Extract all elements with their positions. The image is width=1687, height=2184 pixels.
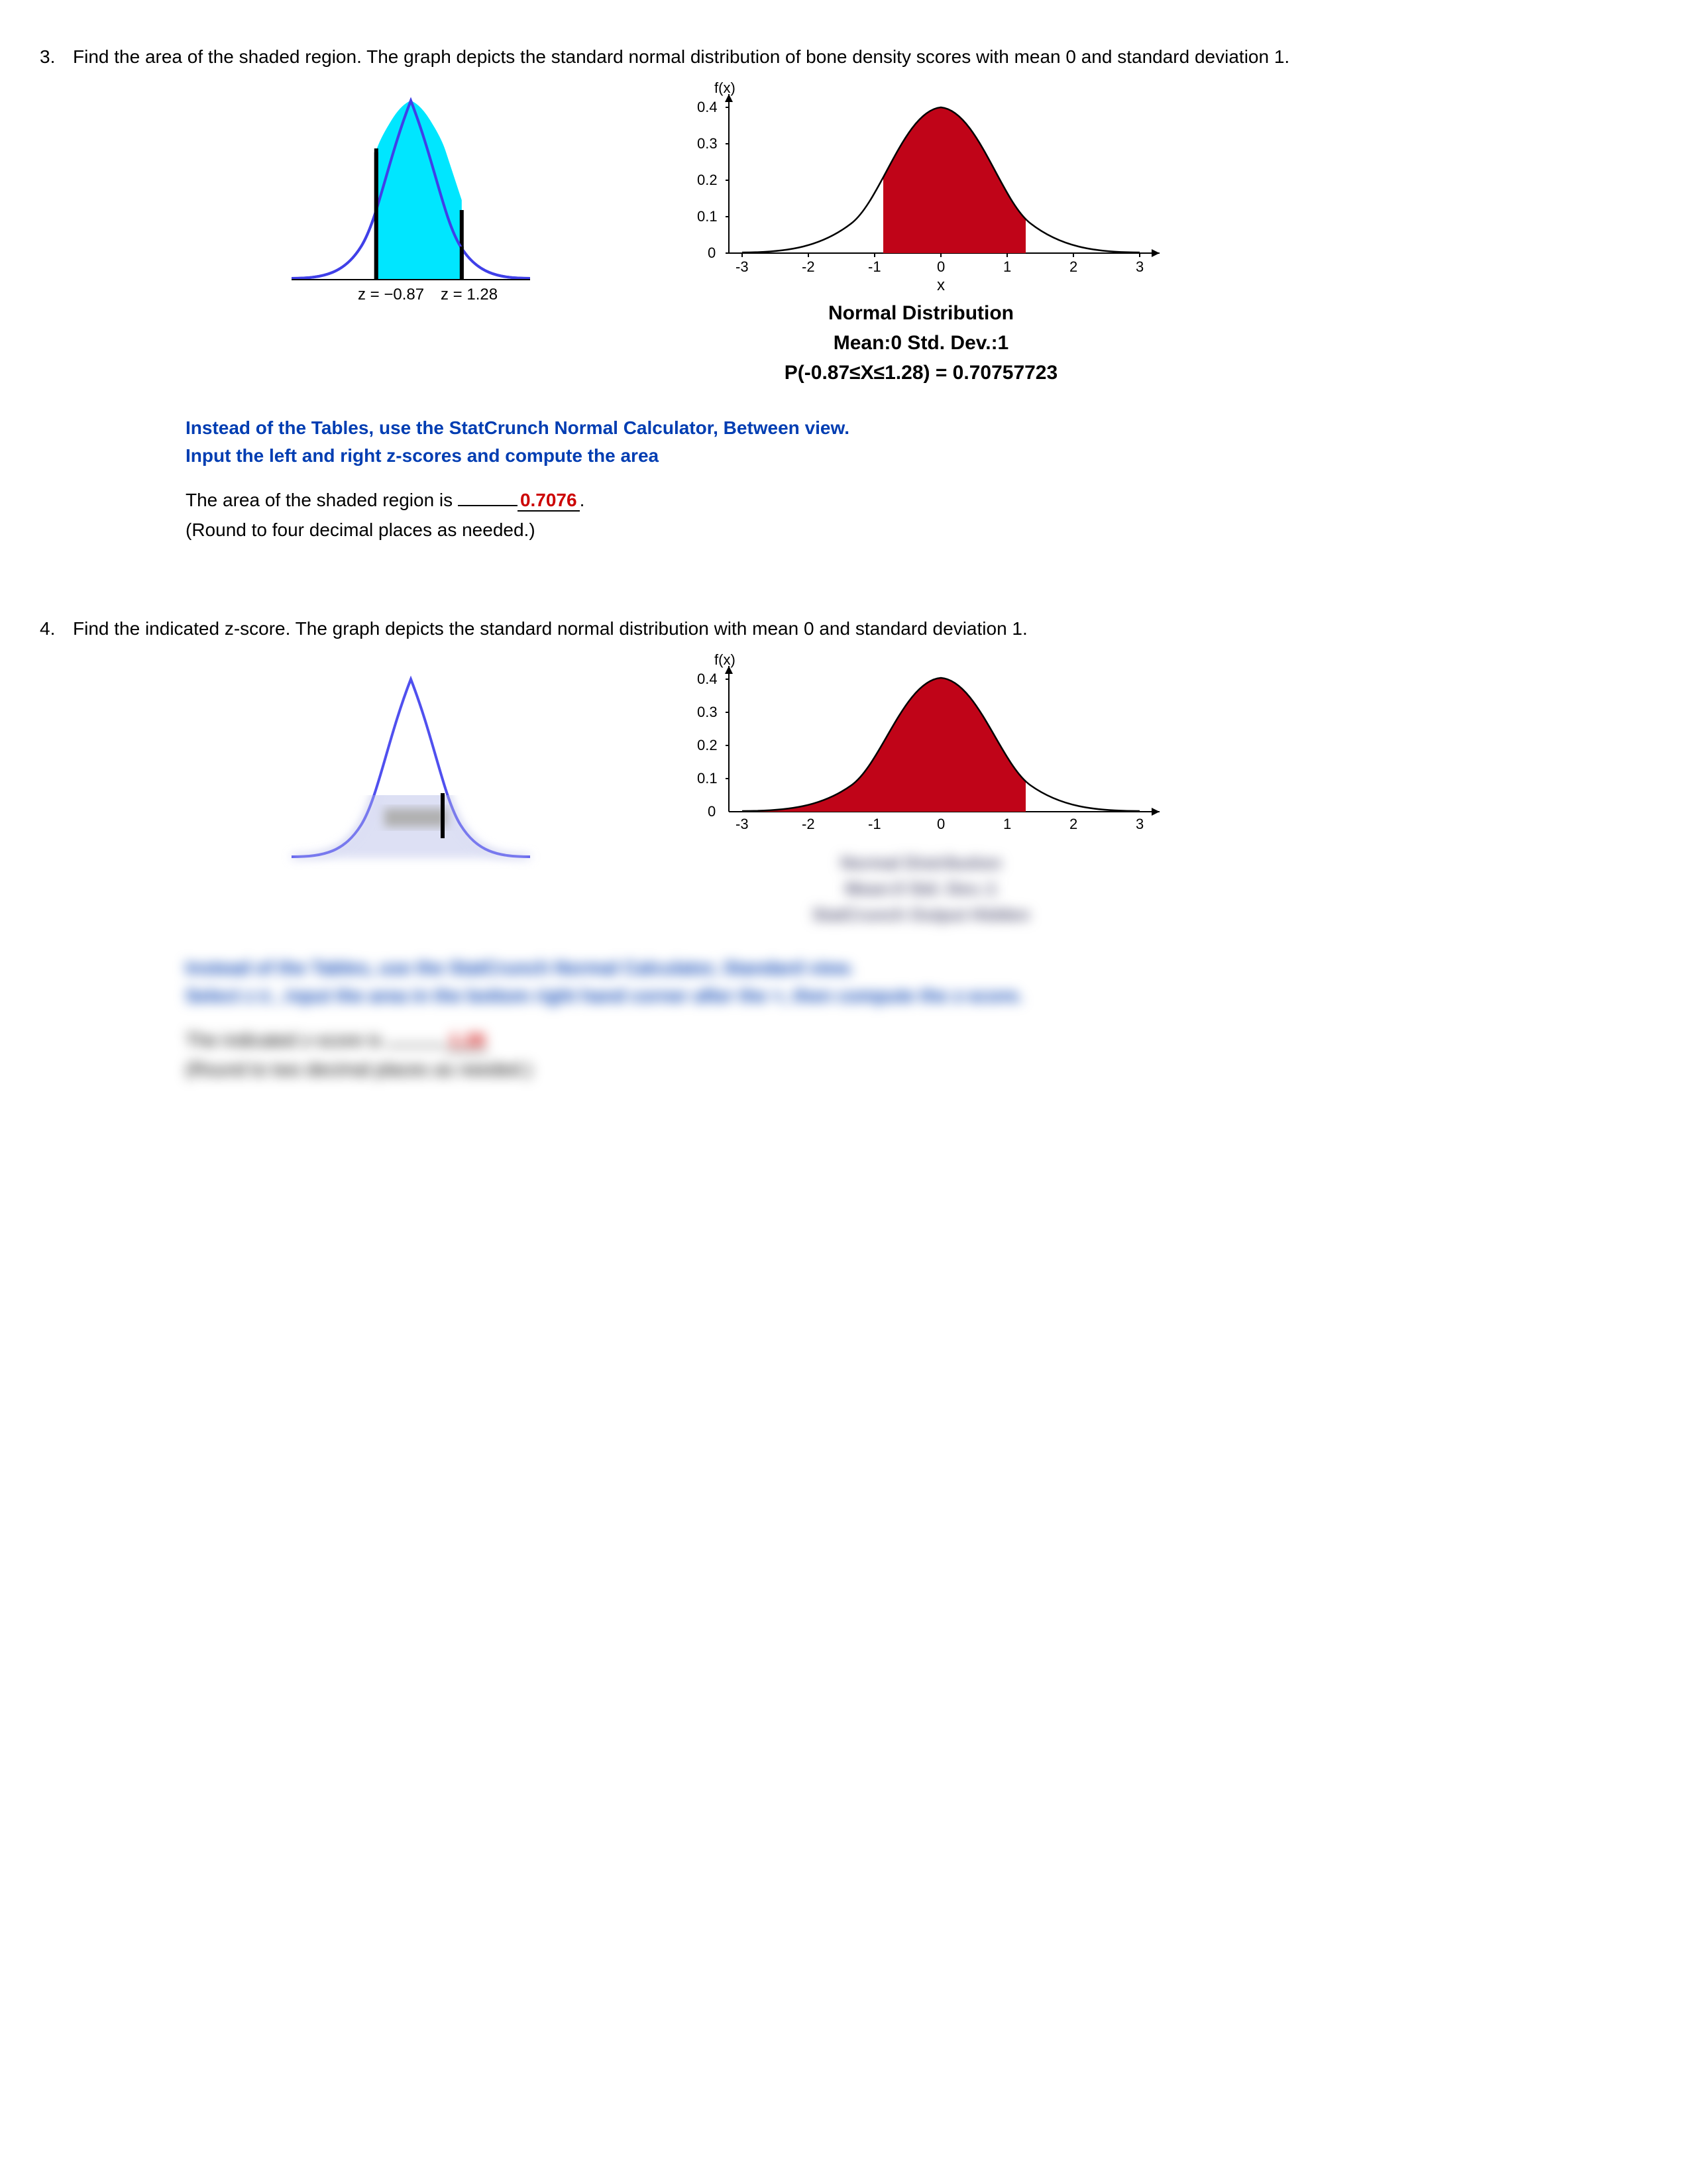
q3-left-chart: z = −0.87 z = 1.28 xyxy=(272,81,550,306)
hint-b1: Instead of the Tables, use the StatCrunc… xyxy=(186,954,1647,982)
q4-number: 4. xyxy=(40,618,73,639)
q4-answer-blurred: The indicated z-score is 1.28 (Round to … xyxy=(186,1026,1647,1085)
hint-b2: Select z ≤ , input the area in the botto… xyxy=(186,982,1647,1010)
caption-line1: Normal Distribution xyxy=(669,298,1173,328)
question-3: 3. Find the area of the shaded region. T… xyxy=(40,46,1647,545)
caption-line2: Mean:0 Std. Dev.:1 xyxy=(669,328,1173,358)
svg-text:0.4: 0.4 xyxy=(697,671,718,687)
blank2 xyxy=(386,1045,446,1046)
cap-b2: Mean:0 Std. Dev.:1 xyxy=(669,876,1173,902)
ans-note: (Round to four decimal places as needed.… xyxy=(186,519,535,540)
q4-left-chart xyxy=(272,653,550,891)
q3-hint: Instead of the Tables, use the StatCrunc… xyxy=(186,414,1647,470)
q4-left-svg xyxy=(272,653,550,891)
ans-b-note: (Round to two decimal places as needed.) xyxy=(186,1059,532,1079)
q4-right-caption: Normal Distribution Mean:0 Std. Dev.:1 S… xyxy=(669,850,1173,928)
q4-prompt: Find the indicated z-score. The graph de… xyxy=(73,618,1647,639)
ans-b-prefix: The indicated z-score is xyxy=(186,1030,386,1050)
svg-text:3: 3 xyxy=(1136,258,1144,275)
blank xyxy=(458,505,517,506)
svg-text:-1: -1 xyxy=(868,258,881,275)
svg-text:1: 1 xyxy=(1003,258,1011,275)
ans-value: 0.7076 xyxy=(517,490,580,512)
svg-text:-2: -2 xyxy=(802,816,815,832)
svg-text:0.3: 0.3 xyxy=(697,704,718,720)
svg-text:0: 0 xyxy=(708,803,716,820)
svg-text:0.1: 0.1 xyxy=(697,770,718,787)
svg-text:f(x): f(x) xyxy=(714,653,735,668)
svg-text:1: 1 xyxy=(1003,816,1011,832)
ans-suffix: . xyxy=(580,490,585,510)
svg-text:2: 2 xyxy=(1069,816,1077,832)
ans-b-val: 1.28 xyxy=(446,1030,488,1052)
svg-text:-3: -3 xyxy=(735,816,749,832)
svg-text:0.2: 0.2 xyxy=(697,737,718,753)
q3-zleft-label: z = −0.87 xyxy=(358,286,424,303)
svg-text:0.1: 0.1 xyxy=(697,208,718,225)
cap-b1: Normal Distribution xyxy=(669,850,1173,876)
q4-right-chart: 0 0.1 0.2 0.3 0.4 -3 -2 -1 0 1 2 3 xyxy=(669,653,1173,928)
svg-text:0: 0 xyxy=(708,245,716,261)
svg-text:0: 0 xyxy=(937,258,945,275)
cap-b3: StatCrunch Output Hidden xyxy=(669,902,1173,928)
ans-prefix: The area of the shaded region is xyxy=(186,490,458,510)
q3-right-chart: 0 0.1 0.2 0.3 0.4 -3 -2 -1 0 1 2 3 xyxy=(669,81,1173,388)
svg-text:-2: -2 xyxy=(802,258,815,275)
q4-right-svg: 0 0.1 0.2 0.3 0.4 -3 -2 -1 0 1 2 3 xyxy=(669,653,1173,845)
svg-text:0.2: 0.2 xyxy=(697,172,718,188)
q3-zright-label: z = 1.28 xyxy=(441,286,498,303)
q3-right-caption: Normal Distribution Mean:0 Std. Dev.:1 P… xyxy=(669,298,1173,388)
q3-prompt: Find the area of the shaded region. The … xyxy=(73,46,1647,68)
hint-l1: Instead of the Tables, use the StatCrunc… xyxy=(186,414,1647,442)
q4-hint-blurred: Instead of the Tables, use the StatCrunc… xyxy=(186,954,1647,1010)
svg-text:2: 2 xyxy=(1069,258,1077,275)
q3-right-svg: 0 0.1 0.2 0.3 0.4 -3 -2 -1 0 1 2 3 xyxy=(669,81,1173,293)
q3-left-svg: z = −0.87 z = 1.28 xyxy=(272,81,550,306)
svg-text:-1: -1 xyxy=(868,816,881,832)
q3-charts: z = −0.87 z = 1.28 0 0.1 0.2 xyxy=(272,81,1647,388)
svg-text:0.3: 0.3 xyxy=(697,135,718,152)
question-4: 4. Find the indicated z-score. The graph… xyxy=(40,618,1647,1085)
svg-text:-3: -3 xyxy=(735,258,749,275)
svg-text:3: 3 xyxy=(1136,816,1144,832)
svg-text:f(x): f(x) xyxy=(714,81,735,96)
caption-line3: P(-0.87≤X≤1.28) = 0.70757723 xyxy=(669,358,1173,388)
q3-number: 3. xyxy=(40,46,73,68)
q3-answer: The area of the shaded region is 0.7076.… xyxy=(186,486,1647,545)
q4-charts: 0 0.1 0.2 0.3 0.4 -3 -2 -1 0 1 2 3 xyxy=(272,653,1647,928)
svg-text:0: 0 xyxy=(937,816,945,832)
hint-l2: Input the left and right z-scores and co… xyxy=(186,442,1647,470)
svg-text:x: x xyxy=(937,276,945,293)
svg-text:0.4: 0.4 xyxy=(697,99,718,115)
